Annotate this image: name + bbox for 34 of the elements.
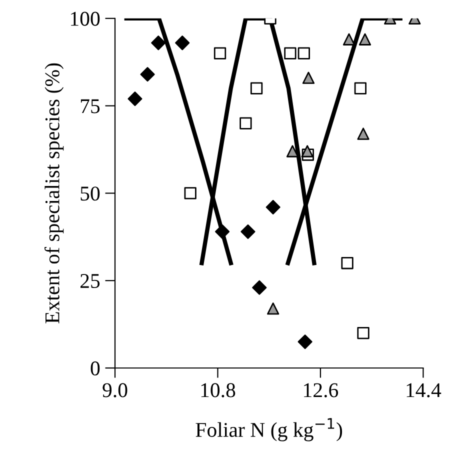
x-tick-label: 10.8 bbox=[201, 383, 236, 398]
point bbox=[341, 257, 354, 270]
point bbox=[357, 128, 370, 140]
x-tick-label: 9.0 bbox=[102, 383, 128, 398]
y-tick-label: 50 bbox=[80, 186, 100, 201]
point bbox=[358, 33, 372, 46]
point bbox=[267, 302, 280, 315]
y-tick-label: 0 bbox=[90, 361, 100, 376]
point bbox=[302, 72, 315, 84]
point bbox=[298, 47, 310, 60]
x-tick-label: 12.6 bbox=[304, 383, 338, 398]
point bbox=[250, 82, 263, 94]
point bbox=[357, 326, 370, 340]
y-axis-title: Extent of specialist species (%) bbox=[44, 63, 64, 324]
point bbox=[215, 224, 230, 239]
point bbox=[298, 334, 312, 350]
point bbox=[266, 200, 280, 214]
point bbox=[151, 36, 166, 50]
point bbox=[284, 47, 296, 60]
x-tick-label: 14.4 bbox=[406, 383, 442, 398]
point bbox=[240, 224, 256, 239]
point bbox=[184, 187, 196, 200]
y-tick-label: 25 bbox=[80, 274, 100, 288]
x-axis-title: Foliar N (g kg$^{−1}$) bbox=[196, 418, 342, 442]
point bbox=[301, 145, 314, 158]
point bbox=[128, 92, 142, 106]
point bbox=[175, 36, 190, 50]
point bbox=[252, 280, 267, 295]
point bbox=[140, 67, 155, 82]
y-tick-label: 100 bbox=[71, 12, 100, 26]
point bbox=[240, 117, 252, 130]
point bbox=[354, 82, 366, 94]
y-tick-label: 75 bbox=[80, 99, 100, 114]
point bbox=[214, 47, 226, 60]
